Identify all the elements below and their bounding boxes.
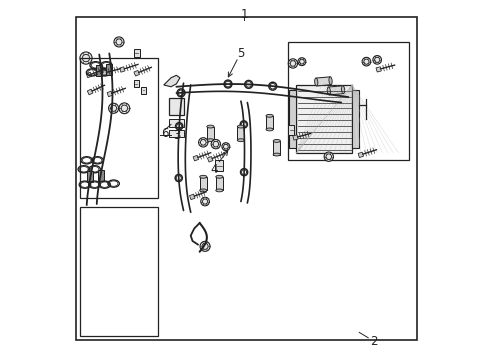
Bar: [296, 85, 351, 153]
Circle shape: [222, 143, 229, 150]
Ellipse shape: [273, 153, 280, 156]
Ellipse shape: [314, 78, 317, 86]
Ellipse shape: [341, 86, 344, 94]
Polygon shape: [189, 194, 195, 200]
Bar: [169, 119, 183, 127]
Circle shape: [198, 138, 207, 147]
Polygon shape: [206, 127, 214, 140]
Circle shape: [297, 58, 305, 66]
Text: 4: 4: [210, 163, 217, 176]
Polygon shape: [106, 64, 112, 75]
Ellipse shape: [265, 114, 273, 117]
Polygon shape: [120, 67, 125, 72]
Ellipse shape: [206, 139, 214, 141]
Text: 6: 6: [161, 127, 168, 140]
Ellipse shape: [199, 175, 206, 178]
Polygon shape: [87, 171, 93, 182]
Ellipse shape: [273, 139, 280, 142]
Polygon shape: [87, 89, 93, 95]
Bar: [287, 125, 294, 135]
Polygon shape: [102, 70, 107, 76]
Bar: [80, 58, 158, 198]
Bar: [351, 90, 359, 148]
Circle shape: [114, 37, 124, 47]
Polygon shape: [207, 157, 213, 162]
Ellipse shape: [265, 128, 273, 131]
Ellipse shape: [328, 77, 331, 85]
Circle shape: [324, 152, 333, 161]
Polygon shape: [96, 65, 102, 76]
Polygon shape: [163, 75, 180, 87]
Circle shape: [201, 197, 209, 206]
Circle shape: [362, 57, 370, 66]
Bar: [169, 130, 183, 137]
Bar: [133, 80, 139, 87]
Polygon shape: [134, 71, 139, 76]
Ellipse shape: [326, 87, 330, 95]
Polygon shape: [237, 127, 244, 140]
Polygon shape: [273, 141, 280, 154]
Circle shape: [287, 59, 297, 68]
Polygon shape: [215, 177, 223, 190]
Circle shape: [119, 103, 129, 114]
Ellipse shape: [215, 189, 223, 192]
Ellipse shape: [199, 189, 206, 192]
Polygon shape: [292, 135, 298, 140]
Text: 2: 2: [370, 335, 377, 348]
Text: 1: 1: [240, 8, 248, 21]
Text: 5: 5: [237, 47, 244, 60]
Ellipse shape: [206, 125, 214, 128]
Text: 3: 3: [172, 129, 180, 142]
Circle shape: [372, 55, 381, 64]
Bar: [287, 42, 408, 160]
Ellipse shape: [237, 125, 244, 128]
Bar: [215, 160, 223, 171]
Polygon shape: [193, 156, 198, 161]
Circle shape: [80, 52, 92, 64]
Polygon shape: [199, 177, 206, 190]
Bar: [80, 207, 158, 336]
Bar: [288, 90, 296, 148]
Circle shape: [211, 139, 220, 149]
Polygon shape: [86, 72, 92, 78]
Bar: [133, 49, 140, 57]
Circle shape: [108, 103, 119, 113]
Polygon shape: [357, 152, 363, 158]
Circle shape: [200, 241, 210, 251]
Polygon shape: [98, 170, 104, 181]
Ellipse shape: [237, 139, 244, 141]
Polygon shape: [107, 91, 112, 97]
Polygon shape: [328, 86, 343, 95]
Polygon shape: [315, 77, 330, 86]
Polygon shape: [375, 67, 381, 72]
Bar: [169, 98, 183, 116]
Ellipse shape: [215, 175, 223, 178]
Bar: [141, 87, 145, 94]
Polygon shape: [265, 116, 273, 130]
